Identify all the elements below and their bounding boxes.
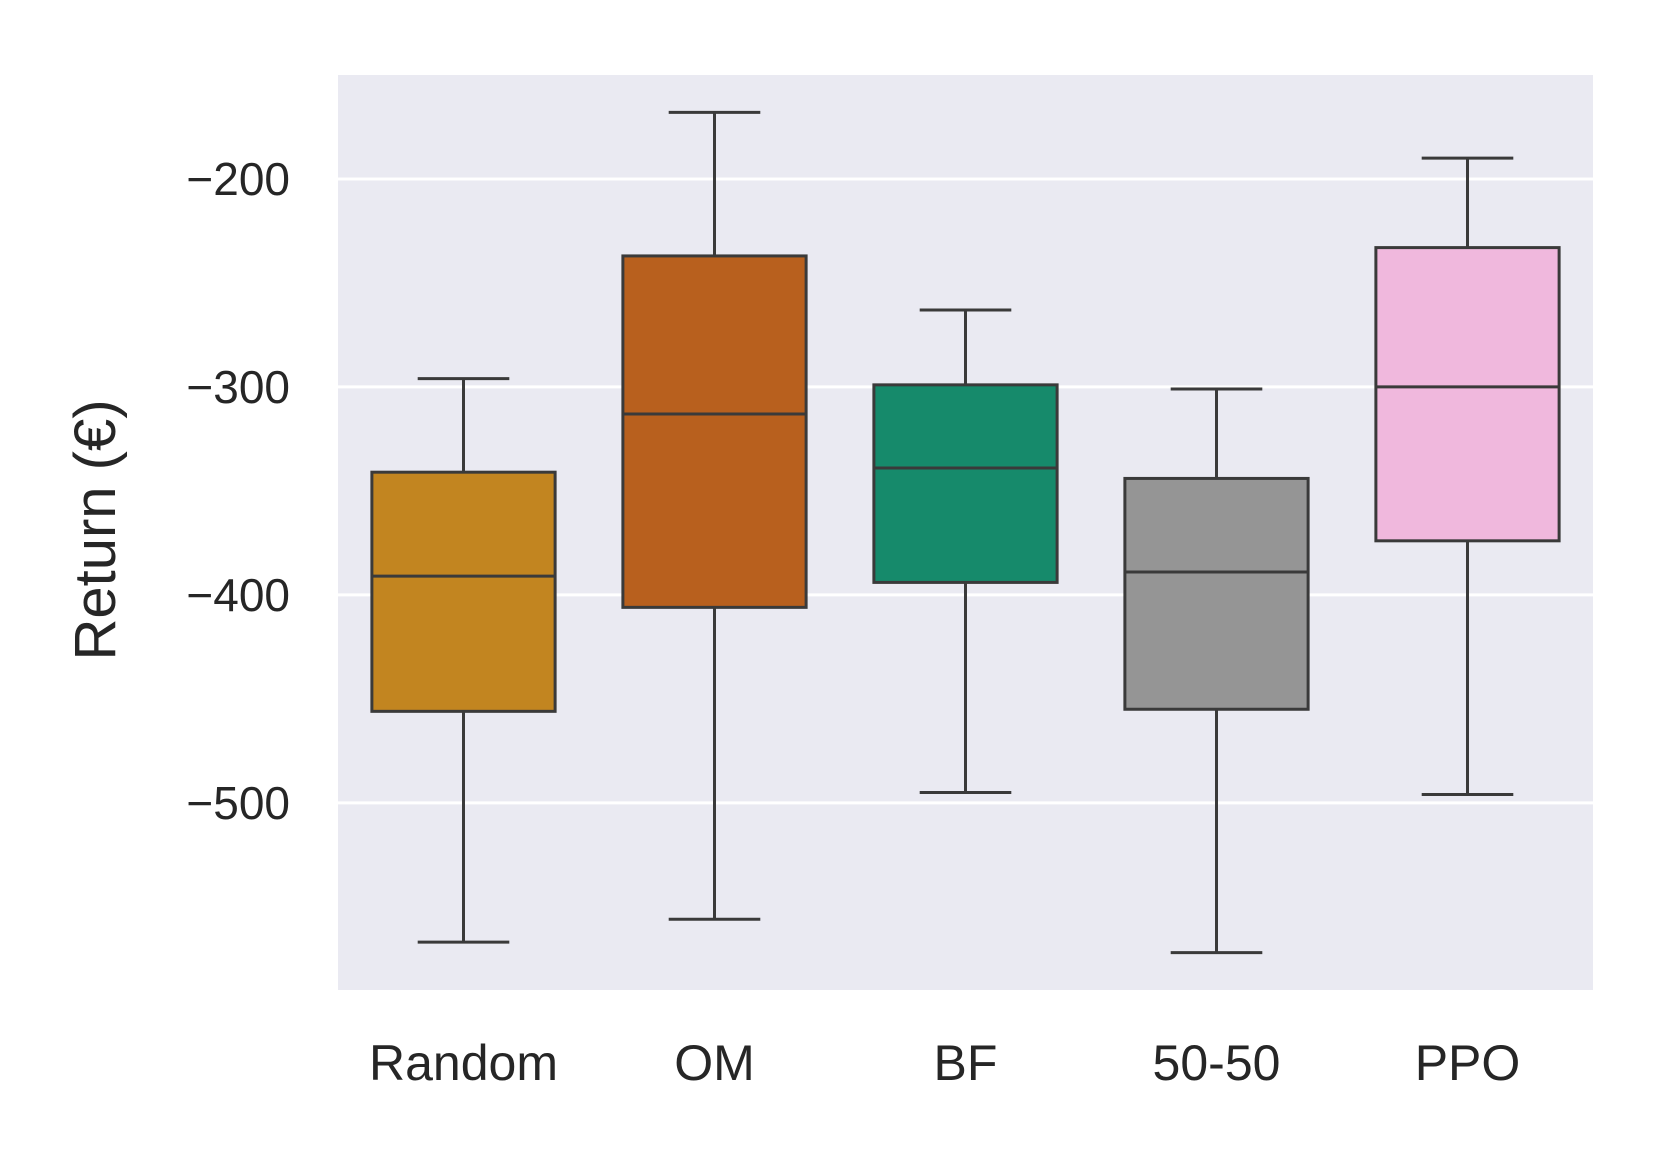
x-tick-label: OM [674,1035,755,1091]
x-tick-label: BF [934,1035,998,1091]
y-axis-title: Return (€) [63,399,128,660]
box-1 [621,110,808,921]
iqr-box [1123,476,1310,711]
iqr-box [1374,246,1561,543]
iqr-box [370,470,557,713]
box-4 [1374,156,1561,797]
iqr-box [621,254,808,609]
x-tick-label: Random [369,1035,558,1091]
x-tick-label: PPO [1415,1035,1521,1091]
boxes [370,110,1561,955]
y-tick-label: −200 [186,153,290,205]
box-2 [872,308,1059,794]
y-tick-labels: −200 −300 −400 −500 [186,153,290,829]
box-0 [370,377,557,944]
box-3 [1123,387,1310,955]
x-tick-label: 50-50 [1153,1035,1281,1091]
y-tick-label: −400 [186,569,290,621]
x-tick-labels: Random OM BF 50-50 PPO [369,1035,1520,1091]
y-tick-label: −500 [186,777,290,829]
iqr-box [872,383,1059,584]
y-tick-label: −300 [186,361,290,413]
